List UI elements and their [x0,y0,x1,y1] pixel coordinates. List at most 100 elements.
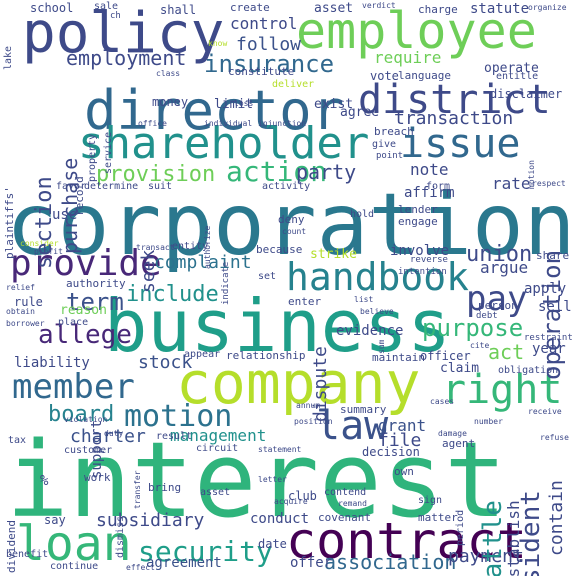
word-employment: employment [66,46,187,70]
word-entitle: entitle [496,71,539,82]
word-activity: activity [262,181,311,192]
word-authority: authority [66,277,126,290]
word-class: class [156,69,181,78]
word-period: period [455,509,466,546]
word-agent: agent [442,437,476,450]
word-board: board [48,402,115,427]
word-security: security [138,535,273,568]
word-director: director [84,79,345,142]
word-lake: lake [3,45,14,70]
word-engage: engage [398,215,438,228]
word-individual: individual [204,119,253,128]
word-dispute: dispute [310,346,331,422]
word-note: note [410,160,449,179]
word-control: control [230,14,298,33]
word-ch: ch [110,11,121,21]
word-entity: entity [172,241,209,252]
word-dividend: dividend [5,520,18,573]
word-section: section [32,176,57,269]
word-agree: agree [340,105,380,120]
word-school: school [30,1,74,15]
word-strike: strike [310,247,357,262]
word-asset-small: asset [200,487,231,498]
word-create: create [230,1,270,14]
word-sell: sell [538,299,572,315]
word-percent: % [40,473,49,489]
word-provide: provide [10,243,162,284]
word-shareholder: shareholder [78,118,370,169]
word-operation: operation [538,249,566,380]
word-limit: limit [214,97,254,112]
word-profit: profit [34,247,63,256]
word-violation: violation [64,415,108,424]
word-exist: exist [314,97,354,112]
word-damage: damage [438,429,467,438]
word-bring: bring [148,481,182,494]
word-grant: grant [378,416,427,435]
word-determine: determine [84,181,139,192]
word-action: action [226,155,328,188]
word-operate: operate [484,61,539,76]
word-verdict: verdict [362,1,396,10]
word-relief: relief [6,283,35,292]
word-result: result [156,431,193,442]
word-circuit: circuit [196,443,239,454]
word-asset: asset [314,1,354,16]
word-management: management [170,426,267,445]
word-lender: lender [398,203,438,216]
word-list: list [354,295,374,304]
word-cattle: cattle [478,500,508,576]
word-indicate: indicate [221,261,231,305]
word-employee: employee [296,2,537,60]
word-transfer: transfer [133,470,142,509]
word-believe: believe [360,307,394,316]
word-handbook: handbook [286,255,470,299]
word-evidence: evidence [336,323,404,339]
word-seek: seek [138,249,159,293]
word-policy: policy [22,1,225,66]
word-term: term [66,288,124,316]
word-contract: contract [286,512,527,570]
word-relationship: relationship [226,349,306,362]
word-transaction: transaction [394,108,514,129]
word-motion: motion [124,399,233,434]
word-motion-small: motion [527,160,536,189]
word-year: year [532,341,566,357]
word-agreement: agreement [146,555,222,571]
word-breach: breach [374,125,414,138]
word-involve: involve [390,243,450,259]
word-sale: sale [94,1,119,12]
word-restraint: restraint [524,333,573,343]
word-debt: debt [476,311,498,321]
word-give: give [372,139,397,150]
word-favor: favor [56,181,87,192]
word-decision: decision [362,445,420,459]
word-maintain: maintain [372,351,425,364]
word-include: include [126,282,219,307]
word-suit: suit [148,181,173,192]
word-reason: reason [60,303,107,318]
word-party: party [296,160,357,184]
word-refuse: refuse [540,433,569,442]
word-transact: transact [136,243,175,252]
word-vote: vote [370,69,399,83]
word-argue: argue [480,258,529,277]
word-letter: letter [258,475,287,484]
word-right: right [442,367,563,413]
word-injunction: injunction [258,119,307,128]
word-interest: interest [6,419,507,541]
word-annum: annum [296,401,321,410]
word-borrower: borrower [6,319,45,328]
word-loan: loan [16,516,132,572]
word-act: act [488,340,525,364]
word-statement: statement [258,445,302,454]
word-intention: intention [398,267,447,277]
word-contain: contain [546,480,567,556]
word-share: share [536,249,570,262]
word-person: person [478,299,518,312]
word-rule: rule [14,295,43,309]
word-disclaimer: disclaimer [490,87,563,101]
word-reverse: reverse [410,255,448,265]
word-money: money [152,95,189,109]
